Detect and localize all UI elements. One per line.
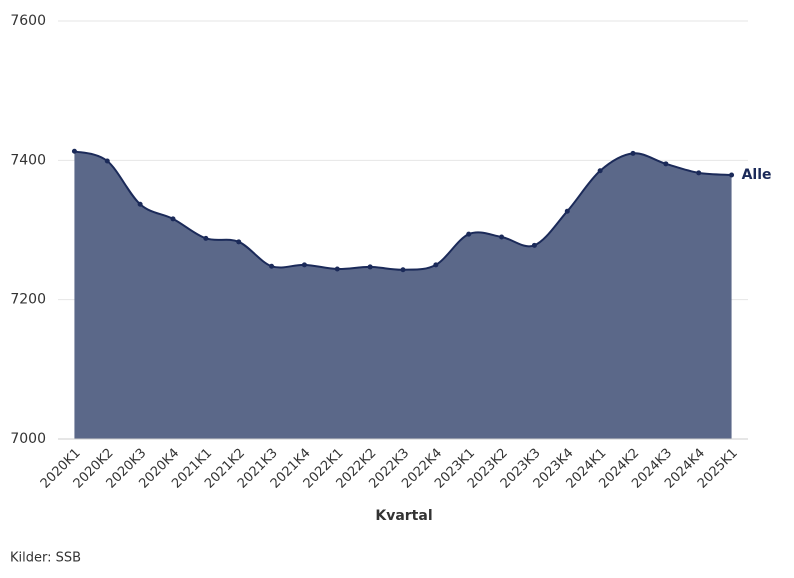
area	[74, 151, 732, 439]
point	[531, 242, 537, 248]
point	[564, 208, 570, 214]
point	[400, 267, 406, 273]
point	[71, 148, 77, 154]
point	[334, 266, 340, 272]
point	[104, 158, 110, 164]
source: Kilder: SSB	[10, 551, 81, 566]
point	[236, 239, 242, 245]
point	[203, 235, 209, 241]
point	[137, 201, 143, 207]
y-tick-label: 7400	[10, 152, 46, 168]
point	[499, 234, 505, 240]
point	[597, 168, 603, 174]
point	[466, 231, 472, 237]
point	[301, 262, 307, 268]
point	[663, 161, 669, 167]
y-tick-label: 7600	[10, 13, 46, 29]
y-tick-label: 7200	[10, 292, 46, 308]
point	[729, 172, 735, 178]
y-tick-label: 7000	[10, 431, 46, 447]
point	[433, 262, 439, 268]
point	[696, 170, 702, 176]
x-axis-title: Kvartal	[375, 508, 432, 524]
point	[269, 263, 275, 269]
point	[367, 264, 373, 270]
point	[630, 150, 636, 156]
point	[170, 216, 176, 222]
series-label: Alle	[742, 167, 772, 183]
